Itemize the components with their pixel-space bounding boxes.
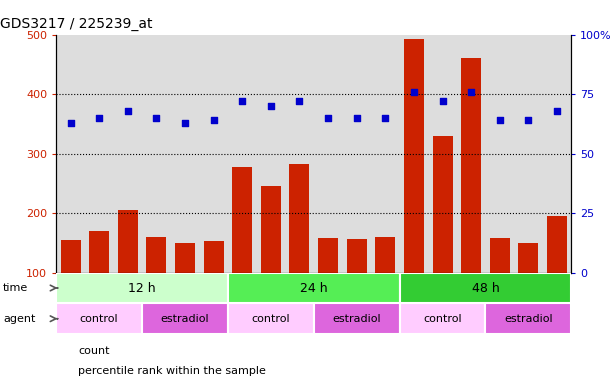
- Bar: [142, 303, 228, 334]
- Bar: [285, 35, 314, 273]
- Bar: [518, 243, 538, 273]
- Bar: [199, 35, 228, 273]
- Text: count: count: [78, 346, 110, 356]
- Point: [552, 108, 562, 114]
- Bar: [232, 167, 252, 273]
- Bar: [318, 238, 338, 273]
- Bar: [433, 136, 453, 273]
- Bar: [314, 35, 342, 273]
- Bar: [461, 58, 481, 273]
- Point: [123, 108, 133, 114]
- Text: GDS3217 / 225239_at: GDS3217 / 225239_at: [0, 17, 153, 31]
- Bar: [114, 35, 142, 273]
- Point: [152, 115, 161, 121]
- Bar: [547, 216, 567, 273]
- Text: control: control: [423, 314, 462, 324]
- Point: [65, 119, 75, 126]
- Text: 12 h: 12 h: [128, 281, 156, 295]
- Text: percentile rank within the sample: percentile rank within the sample: [78, 366, 266, 376]
- Point: [381, 115, 390, 121]
- Bar: [543, 35, 571, 273]
- Text: time: time: [3, 283, 28, 293]
- Bar: [89, 231, 109, 273]
- Bar: [170, 35, 199, 273]
- Point: [352, 115, 362, 121]
- Point: [466, 89, 476, 95]
- Point: [237, 98, 247, 104]
- Text: control: control: [80, 314, 119, 324]
- Text: agent: agent: [3, 314, 35, 324]
- Point: [323, 115, 333, 121]
- Bar: [290, 164, 309, 273]
- Bar: [142, 35, 170, 273]
- Bar: [56, 273, 228, 303]
- Bar: [371, 35, 400, 273]
- Bar: [400, 35, 428, 273]
- Bar: [261, 186, 281, 273]
- Bar: [400, 273, 571, 303]
- Bar: [400, 303, 485, 334]
- Bar: [257, 35, 285, 273]
- Point: [495, 117, 505, 123]
- Text: estradiol: estradiol: [161, 314, 210, 324]
- Point: [524, 117, 533, 123]
- Point: [409, 89, 419, 95]
- Bar: [375, 237, 395, 273]
- Bar: [457, 35, 485, 273]
- Text: 48 h: 48 h: [472, 281, 499, 295]
- Bar: [404, 39, 424, 273]
- Bar: [118, 210, 137, 273]
- Bar: [228, 303, 313, 334]
- Bar: [56, 35, 85, 273]
- Text: 24 h: 24 h: [300, 281, 327, 295]
- Bar: [490, 238, 510, 273]
- Bar: [342, 35, 371, 273]
- Bar: [485, 35, 514, 273]
- Point: [180, 119, 190, 126]
- Bar: [85, 35, 114, 273]
- Bar: [147, 237, 166, 273]
- Bar: [203, 241, 224, 273]
- Bar: [346, 239, 367, 273]
- Bar: [56, 303, 142, 334]
- Text: control: control: [252, 314, 290, 324]
- Point: [295, 98, 304, 104]
- Text: estradiol: estradiol: [504, 314, 553, 324]
- Bar: [314, 303, 400, 334]
- Bar: [514, 35, 543, 273]
- Bar: [485, 303, 571, 334]
- Point: [209, 117, 219, 123]
- Text: estradiol: estradiol: [332, 314, 381, 324]
- Bar: [228, 35, 257, 273]
- Point: [266, 103, 276, 109]
- Bar: [175, 243, 195, 273]
- Bar: [228, 273, 400, 303]
- Bar: [60, 240, 81, 273]
- Point: [437, 98, 447, 104]
- Bar: [428, 35, 457, 273]
- Point: [94, 115, 104, 121]
